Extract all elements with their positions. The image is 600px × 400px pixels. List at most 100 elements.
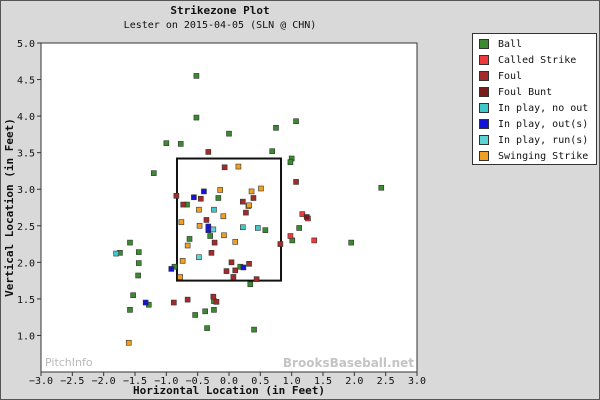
pitch-point-foul-bunt [303, 214, 310, 220]
pitch-point-foul [253, 276, 260, 282]
pitch-point-swinging-strike [217, 187, 224, 193]
pitch-point-ball [193, 114, 200, 121]
x-tick-label: −0.5 [186, 376, 210, 387]
pitch-point-swinging-strike [184, 242, 191, 249]
pitch-point-in-play-run-s [210, 226, 217, 233]
pitch-point-called-strike [287, 233, 294, 239]
strike-zone-box [175, 157, 283, 282]
watermarks: PitchInfo BrooksBaseball.net [45, 356, 414, 370]
x-tick-label: 1.0 [283, 376, 301, 387]
pitch-point-in-play-no-out [255, 225, 261, 231]
y-tick-label: 4.0 [17, 112, 35, 123]
pitch-point-foul [184, 296, 191, 303]
x-tick-label: −1.5 [123, 376, 147, 387]
pitch-point-ball [378, 184, 385, 191]
legend-swatch [479, 135, 489, 145]
pitch-point-foul [246, 260, 252, 267]
pitch-point-swinging-strike [196, 222, 203, 229]
pitch-point-in-play-out-s [168, 266, 175, 272]
x-tick-label: 0.0 [220, 376, 238, 387]
pitch-points [113, 73, 385, 346]
legend-swatch [479, 119, 489, 129]
pitch-point-swinging-strike [235, 163, 242, 170]
legend-label: Ball [498, 38, 523, 50]
pitch-point-foul [198, 195, 204, 202]
pitch-point-ball [193, 73, 200, 79]
pitch-point-foul [171, 299, 177, 306]
x-tick-label: 0.5 [251, 376, 269, 387]
pitch-point-ball [262, 227, 269, 233]
legend-swatch [479, 55, 489, 65]
pitch-point-ball [130, 292, 136, 299]
pitch-point-ball [269, 148, 276, 155]
legend-item: In play, run(s) [479, 132, 596, 148]
pitch-point-foul [211, 239, 218, 246]
pitch-point-ball [211, 307, 217, 313]
pitch-point-swinging-strike [177, 274, 183, 280]
x-tick-label: 1.5 [314, 376, 332, 387]
pitch-point-foul [239, 198, 246, 205]
legend-label: In play, run(s) [498, 134, 589, 146]
legend-label: In play, out(s) [498, 118, 589, 130]
pitch-point-swinging-strike [232, 239, 239, 245]
y-tick-label: 5.0 [17, 39, 35, 50]
pitch-point-foul [243, 209, 249, 216]
pitch-point-ball [192, 312, 198, 318]
pitch-point-foul [173, 193, 180, 199]
legend-item: Ball [479, 36, 596, 52]
pitch-point-in-play-out-s [201, 188, 207, 195]
pitch-point-foul [293, 179, 299, 185]
pitch-point-swinging-strike [125, 339, 132, 346]
pitch-point-foul [277, 241, 284, 247]
pitch-point-in-play-out-s [191, 194, 197, 201]
pitch-point-foul [223, 268, 230, 274]
pitch-point-ball [287, 159, 294, 165]
pitch-point-ball [251, 326, 257, 333]
legend-item: Foul Bunt [479, 84, 596, 100]
legend-swatch [479, 103, 489, 113]
pitch-point-ball [247, 281, 254, 288]
chart-subtitle: Lester on 2015-04-05 (SLN @ CHN) [123, 20, 317, 31]
pitch-point-foul [208, 250, 215, 256]
x-axis-ticks: −3.0 −2.5 −2.0 −1.5 −1.0 −0.5 0.0 0.5 1.0 1.5 2.0 2… [29, 372, 426, 387]
pitch-point-foul [221, 164, 228, 171]
x-tick-label: −2.5 [60, 376, 84, 387]
pitch-point-foul [203, 217, 210, 223]
y-tick-label: 2.5 [17, 222, 35, 233]
legend-label: Swinging Strike [498, 150, 589, 162]
pitch-point-ball [215, 195, 222, 201]
pitch-point-swinging-strike [179, 258, 186, 264]
legend-item: Foul [479, 68, 596, 84]
watermark-pitchinfo: PitchInfo [45, 356, 93, 369]
y-tick-label: 1.5 [17, 295, 35, 306]
pitch-point-swinging-strike [258, 185, 264, 192]
y-tick-label: 3.5 [17, 149, 35, 160]
legend-item: In play, no out [479, 100, 596, 116]
x-tick-label: −2.0 [92, 376, 116, 387]
pitch-point-ball [226, 130, 232, 137]
pitch-point-swinging-strike [221, 232, 227, 239]
legend-item: In play, out(s) [479, 116, 596, 132]
x-tick-label: −3.0 [29, 376, 53, 387]
legend-label: Called Strike [498, 54, 577, 66]
pitch-point-foul [250, 195, 257, 201]
pitch-point-ball [135, 260, 142, 266]
pitch-point-ball [293, 118, 299, 125]
y-tick-label: 2.0 [17, 258, 35, 269]
legend-label: Foul Bunt [498, 86, 553, 98]
y-tick-label: 3.0 [17, 185, 35, 196]
legend-item: Swinging Strike [479, 148, 596, 164]
y-axis-title: Vertical Location (in Feet) [3, 118, 16, 297]
y-tick-label: 1.0 [17, 331, 35, 342]
pitch-point-ball [348, 239, 355, 246]
pitch-point-in-play-out-s [205, 223, 212, 230]
legend-label: Foul [498, 70, 523, 82]
pitch-point-in-play-no-out [211, 206, 217, 213]
watermark-brooksbaseball: BrooksBaseball.net [283, 356, 414, 370]
pitch-point-ball [207, 233, 213, 239]
pitch-point-ball [151, 170, 157, 176]
x-tick-label: 2.5 [377, 376, 395, 387]
pitch-point-in-play-out-s [142, 299, 149, 306]
pitch-point-ball [177, 141, 184, 147]
